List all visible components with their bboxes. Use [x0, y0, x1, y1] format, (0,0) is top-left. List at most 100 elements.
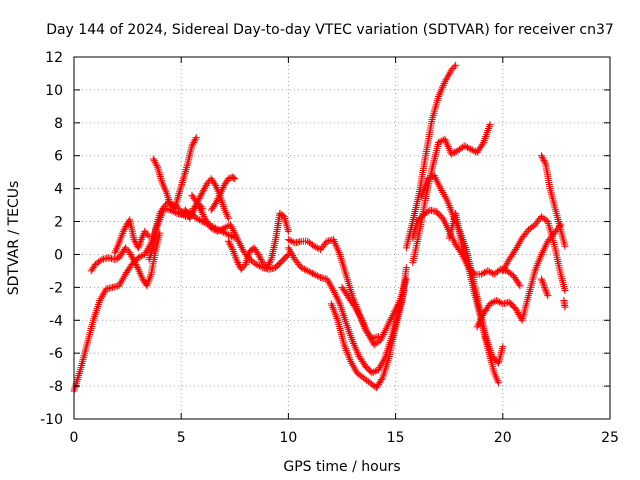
data-point-run [452, 209, 466, 248]
series-track-15 [409, 120, 494, 267]
data-point-run [349, 338, 362, 359]
y-tick-label: 8 [54, 116, 63, 132]
data-point-run [505, 298, 518, 311]
series-track-12 [327, 264, 410, 392]
data-point-run [437, 185, 450, 202]
data-point-run [505, 247, 519, 263]
data-point-run [246, 245, 257, 255]
plot-frame [73, 56, 611, 420]
data-point-run [413, 212, 426, 226]
data-point-run [254, 250, 266, 265]
x-tick-label: 5 [177, 430, 186, 446]
y-tick-label: -8 [49, 379, 63, 395]
data-point-run [518, 294, 532, 324]
data-point-run [156, 204, 167, 217]
data-point-run [212, 193, 223, 207]
x-tick-label: 20 [494, 430, 512, 446]
data-point-run [134, 239, 144, 252]
data-point-run [525, 222, 537, 234]
data-point-run [141, 227, 152, 239]
data-point-run [304, 237, 317, 249]
series-track-22 [537, 275, 552, 300]
data-point-run [537, 239, 551, 258]
data-point-run [542, 287, 551, 298]
data-point-run [323, 275, 336, 293]
data-point-run [447, 148, 460, 158]
data-point-run [310, 270, 323, 281]
data-point-run [194, 201, 208, 220]
data-point-run [458, 242, 472, 270]
data-point-run [188, 135, 199, 150]
y-tick-label: -6 [49, 346, 63, 362]
data-point-run [389, 298, 403, 318]
data-point-run [199, 181, 210, 196]
data-point-run [250, 244, 261, 257]
data-point-run [111, 254, 122, 263]
data-point-run [471, 270, 483, 278]
data-marks [70, 61, 569, 395]
data-point-run [121, 262, 135, 278]
data-point-run [559, 234, 568, 248]
data-point-run [134, 251, 147, 262]
series-track-5 [149, 134, 200, 212]
data-point [561, 242, 569, 250]
data-point-run [126, 249, 137, 263]
x-axis-label: GPS time / hours [283, 459, 400, 475]
data-point-run [490, 266, 503, 278]
data-point-run [409, 220, 421, 242]
data-point-run [432, 208, 445, 221]
series-track-14 [402, 61, 460, 252]
data-point-run [179, 162, 191, 183]
data-point [156, 229, 164, 237]
data-point-run [385, 325, 399, 360]
data-point-run [434, 80, 448, 100]
data-point-run [141, 241, 154, 258]
data-point-run [278, 252, 291, 265]
data-point [231, 175, 239, 183]
data-point-run [192, 214, 205, 225]
data-point-run [76, 343, 90, 374]
data-point [402, 275, 410, 283]
data-point-run [291, 255, 304, 270]
data-point-run [237, 262, 248, 273]
data-point-run [441, 135, 455, 156]
data-point-run [359, 374, 372, 386]
data-point-run [480, 122, 493, 147]
data-point-run [342, 272, 356, 299]
data-point-run [464, 264, 478, 298]
data-point-run [184, 144, 195, 168]
series-track-23 [560, 297, 569, 311]
data-point-run [280, 213, 292, 234]
data-point-run [537, 152, 549, 166]
data-point-run [317, 239, 330, 254]
x-tick-label: 25 [601, 430, 619, 446]
data-point-run [368, 366, 381, 377]
data-point-run [297, 237, 310, 245]
data-point [486, 120, 494, 128]
y-tick-label: 12 [45, 50, 63, 66]
y-tick-label: -10 [40, 412, 63, 428]
data-point-run [96, 287, 109, 305]
y-axis-label: SDTVAR / TECUs [6, 181, 22, 296]
data-point [544, 292, 552, 300]
data-point-run [201, 214, 214, 230]
data-point-run [143, 272, 154, 290]
data-point-run [207, 201, 218, 214]
data-point-run [473, 312, 487, 331]
data-point-run [130, 257, 141, 272]
data-point-run [149, 155, 161, 170]
data-point-run [91, 257, 104, 268]
data-point-run [364, 329, 377, 347]
data-point-run [338, 283, 351, 300]
data-point [499, 343, 507, 351]
data-point-run [355, 352, 369, 369]
data-point-run [344, 293, 358, 309]
data-point-run [83, 318, 97, 349]
data-point-run [171, 191, 183, 212]
data-point-run [409, 192, 423, 226]
series-track-13 [338, 275, 410, 349]
data-point-run [336, 250, 350, 278]
data-point-run [419, 207, 432, 219]
data-point-run [121, 244, 132, 255]
data-point-run [460, 142, 473, 152]
